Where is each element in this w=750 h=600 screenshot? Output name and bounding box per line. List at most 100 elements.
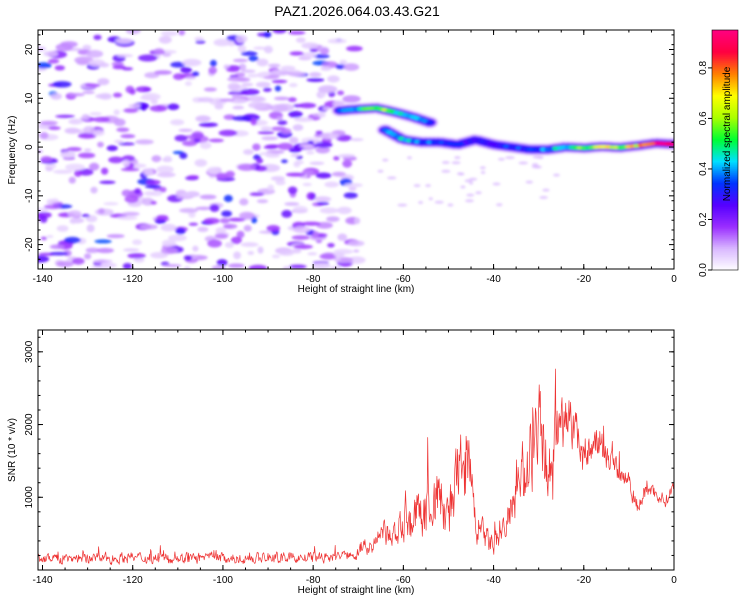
x-tick-label: -40 xyxy=(486,274,501,285)
noise-blob xyxy=(337,233,348,241)
colorbar-step xyxy=(712,84,738,87)
noise-blob xyxy=(377,169,384,173)
noise-blob xyxy=(289,83,298,88)
noise-blob xyxy=(64,127,81,134)
noise-blob xyxy=(496,203,503,207)
noise-blob xyxy=(236,230,245,239)
noise-blob xyxy=(86,224,95,233)
noise-blob xyxy=(255,81,271,88)
colorbar-step xyxy=(712,268,738,271)
noise-blob xyxy=(277,120,288,126)
noise-blob xyxy=(237,44,247,53)
colorbar-step xyxy=(712,264,738,267)
colorbar-step xyxy=(712,208,738,211)
noise-blob xyxy=(218,129,238,137)
noise-blob xyxy=(145,184,162,189)
noise-blob xyxy=(238,63,247,71)
noise-blob xyxy=(289,136,299,144)
noise-blob xyxy=(52,81,72,88)
noise-blob xyxy=(82,90,95,94)
noise-blob xyxy=(49,251,69,256)
noise-blob xyxy=(240,242,259,247)
noise-blob xyxy=(195,206,213,211)
noise-blob xyxy=(295,37,306,43)
noise-blob xyxy=(531,165,540,169)
noise-blob xyxy=(97,78,110,86)
noise-blob xyxy=(227,77,247,82)
noise-blob xyxy=(243,149,254,155)
noise-blob xyxy=(79,116,90,120)
noise-blob xyxy=(199,141,212,150)
colorbar-frame xyxy=(711,29,739,271)
noise-blob xyxy=(197,97,214,103)
noise-blob xyxy=(342,95,361,103)
y-tick-label: 0 xyxy=(24,144,35,150)
noise-blob xyxy=(111,61,125,67)
colorbar-step xyxy=(712,210,738,213)
noise-blob xyxy=(319,91,327,98)
noise-blob xyxy=(82,44,92,51)
noise-blob xyxy=(114,139,124,144)
snr-y-axis: 1000 2000 3000 xyxy=(24,336,674,556)
noise-blob xyxy=(231,94,241,99)
noise-blob xyxy=(96,247,114,254)
colorbar-step xyxy=(712,232,738,235)
colorbar-step xyxy=(712,176,738,179)
colorbar-step xyxy=(712,234,738,237)
colorbar-step xyxy=(712,262,738,265)
noise-blob xyxy=(219,98,235,102)
colorbar-step xyxy=(712,220,738,223)
noise-blob xyxy=(160,247,178,255)
colorbar-step xyxy=(712,258,738,261)
colorbar-step xyxy=(712,90,738,93)
noise-blob xyxy=(291,248,302,254)
colorbar-step xyxy=(712,106,738,109)
y-tick-label: 1000 xyxy=(24,486,35,509)
noise-blob xyxy=(319,207,339,214)
noise-blob xyxy=(76,59,89,66)
noise-blob xyxy=(210,59,217,67)
noise-blob xyxy=(257,246,264,254)
noise-blob xyxy=(281,159,288,164)
noise-blob xyxy=(56,261,74,268)
figure-title: PAZ1.2026.064.03.43.G21 xyxy=(274,3,440,19)
noise-blob xyxy=(117,216,138,220)
noise-blob xyxy=(168,234,187,242)
noise-blob xyxy=(194,159,208,167)
colorbar-step xyxy=(712,136,738,139)
colorbar-step xyxy=(712,82,738,85)
noise-blob xyxy=(247,73,259,78)
noise-blob xyxy=(291,235,310,241)
noise-blob xyxy=(99,93,113,100)
noise-blob xyxy=(479,166,486,170)
noise-blob xyxy=(213,38,232,47)
noise-blob xyxy=(228,217,246,222)
noise-blob xyxy=(315,130,323,135)
x-tick-label: -80 xyxy=(306,575,321,586)
noise-blob xyxy=(248,55,259,62)
noise-blob xyxy=(469,181,474,185)
noise-blob xyxy=(335,64,347,70)
snr-plot-area xyxy=(38,330,674,570)
colorbar-step xyxy=(712,152,738,155)
noise-blob xyxy=(337,90,345,96)
colorbar-step xyxy=(712,52,738,55)
colorbar-step xyxy=(712,78,738,81)
noise-blob xyxy=(261,136,279,141)
colorbar-step xyxy=(712,202,738,205)
noise-blob xyxy=(253,46,267,50)
colorbar-step xyxy=(712,42,738,45)
noise-blob xyxy=(465,199,474,203)
noise-blob xyxy=(38,207,49,212)
noise-blob xyxy=(219,217,230,224)
noise-blob xyxy=(173,73,185,80)
noise-blob xyxy=(132,239,142,245)
noise-blob xyxy=(46,235,54,238)
colorbar-step xyxy=(712,40,738,43)
noise-blob xyxy=(123,108,138,113)
noise-blob xyxy=(346,45,363,52)
colorbar-step xyxy=(712,128,738,131)
noise-blob xyxy=(84,253,92,260)
noise-blob xyxy=(139,224,158,230)
colorbar-step xyxy=(712,230,738,233)
